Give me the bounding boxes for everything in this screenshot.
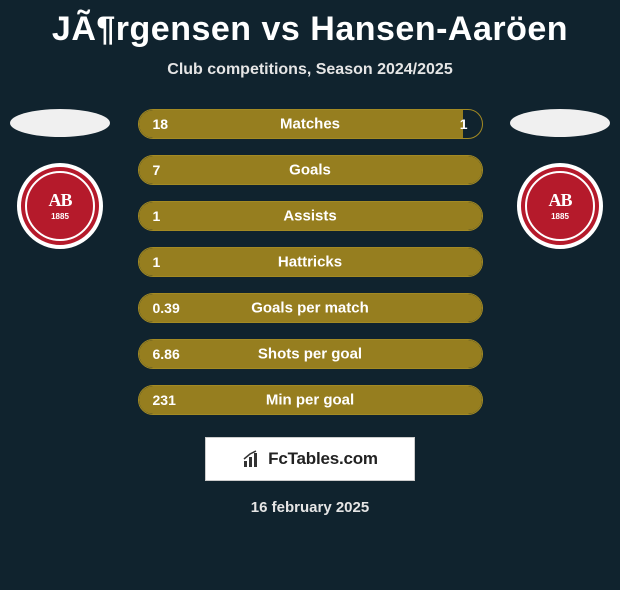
stat-left-value: 0.39 [153, 300, 180, 316]
stat-bar: 0.39 Goals per match [138, 293, 483, 323]
page-title: JÃ¶rgensen vs Hansen-Aaröen [0, 10, 620, 49]
club-year: 1885 [51, 213, 69, 222]
chart-icon [242, 449, 262, 469]
stat-label: Goals [289, 162, 331, 179]
stat-left-value: 231 [153, 392, 176, 408]
stat-bar: 231 Min per goal [138, 385, 483, 415]
player-right-club-badge: AB 1885 [517, 163, 603, 249]
club-monogram: AB [548, 191, 571, 211]
stat-label: Assists [283, 208, 336, 225]
stat-label: Shots per goal [258, 346, 362, 363]
stat-bar: 1 Assists [138, 201, 483, 231]
stat-bar: 6.86 Shots per goal [138, 339, 483, 369]
player-right-column: AB 1885 [500, 109, 620, 249]
stat-bars: 18 1 Matches 7 Goals 1 Assists 1 Hattricks 0.39 Go… [138, 109, 483, 415]
player-left-column: AB 1885 [0, 109, 120, 249]
branding-text: FcTables.com [268, 449, 378, 469]
comparison-area: AB 1885 AB 1885 18 1 Matches 7 Goals 1 Assists… [0, 109, 620, 415]
stat-left-value: 6.86 [153, 346, 180, 362]
stat-bar: 1 Hattricks [138, 247, 483, 277]
page-subtitle: Club competitions, Season 2024/2025 [0, 61, 620, 79]
stat-label: Min per goal [266, 392, 354, 409]
player-left-avatar-placeholder [10, 109, 110, 137]
stat-left-value: 7 [153, 162, 161, 178]
date-text: 16 february 2025 [0, 499, 620, 516]
stat-label: Matches [280, 116, 340, 133]
stat-left-value: 18 [153, 116, 169, 132]
stat-label: Goals per match [251, 300, 369, 317]
branding-box: FcTables.com [205, 437, 415, 481]
club-year: 1885 [551, 213, 569, 222]
stat-left-value: 1 [153, 208, 161, 224]
stat-bar: 7 Goals [138, 155, 483, 185]
club-monogram: AB [48, 191, 71, 211]
player-right-avatar-placeholder [510, 109, 610, 137]
stat-left-value: 1 [153, 254, 161, 270]
stat-label: Hattricks [278, 254, 342, 271]
stat-bar: 18 1 Matches [138, 109, 483, 139]
player-left-club-badge: AB 1885 [17, 163, 103, 249]
stat-right-value: 1 [460, 116, 468, 132]
